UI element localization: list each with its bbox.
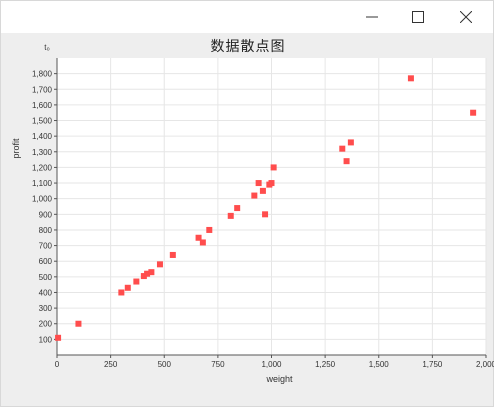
x-tick-label: 250 [104,360,118,369]
y-tick-label: 1,600 [32,101,53,110]
data-point [195,234,202,241]
data-point [55,334,62,341]
data-point [140,273,147,280]
data-point [199,239,206,246]
data-point [227,212,234,219]
y-tick-label: 400 [39,288,53,297]
data-point [118,289,125,296]
y-tick-label: 1,400 [32,132,53,141]
y-tick-label: 1,100 [32,179,53,188]
minimize-icon [366,16,378,18]
data-point [75,320,82,327]
data-point [270,164,277,171]
y-tick-label: 200 [39,320,53,329]
data-point [124,284,131,291]
data-point [148,269,155,276]
y-tick-label: 1,300 [32,148,53,157]
data-point [339,145,346,152]
data-point [259,187,266,194]
y-tick-label: 1,800 [32,70,53,79]
x-tick-label: 2,000 [476,360,494,369]
data-point [262,211,269,218]
title-bar [1,1,493,33]
data-point [470,109,477,116]
x-tick-label: 1,250 [315,360,336,369]
data-point [255,180,262,187]
chart-title: 数据散点图 [210,39,286,55]
y-axis-unit: t₀ [44,43,50,52]
close-icon [460,11,472,23]
x-tick-label: 0 [55,360,60,369]
y-tick-label: 500 [39,273,53,282]
y-axis-label: profit [11,138,21,159]
x-axis-label: weight [265,374,293,384]
data-point [251,192,258,199]
x-tick-label: 1,750 [422,360,443,369]
x-tick-label: 500 [158,360,172,369]
y-tick-label: 300 [39,304,53,313]
maximize-icon [412,11,424,23]
data-point [234,205,241,212]
data-point [133,278,140,285]
y-tick-label: 800 [39,226,53,235]
data-point [347,139,354,146]
minimize-button[interactable] [349,1,395,33]
close-button[interactable] [443,1,489,33]
data-point [144,270,151,277]
y-tick-label: 900 [39,210,53,219]
y-tick-label: 1,500 [32,117,53,126]
data-point [343,158,350,165]
data-point [206,226,213,233]
y-tick-label: 1,700 [32,85,53,94]
y-tick-label: 600 [39,257,53,266]
x-tick-label: 1,500 [369,360,390,369]
y-tick-label: 100 [39,335,53,344]
data-point [266,181,273,188]
y-tick-label: 1,000 [32,195,53,204]
maximize-button[interactable] [395,1,441,33]
y-tick-label: 700 [39,242,53,251]
x-tick-label: 750 [211,360,225,369]
data-point [156,261,163,268]
y-tick-label: 1,200 [32,163,53,172]
x-tick-label: 1,000 [261,360,282,369]
data-point [407,75,414,82]
data-point [169,251,176,258]
